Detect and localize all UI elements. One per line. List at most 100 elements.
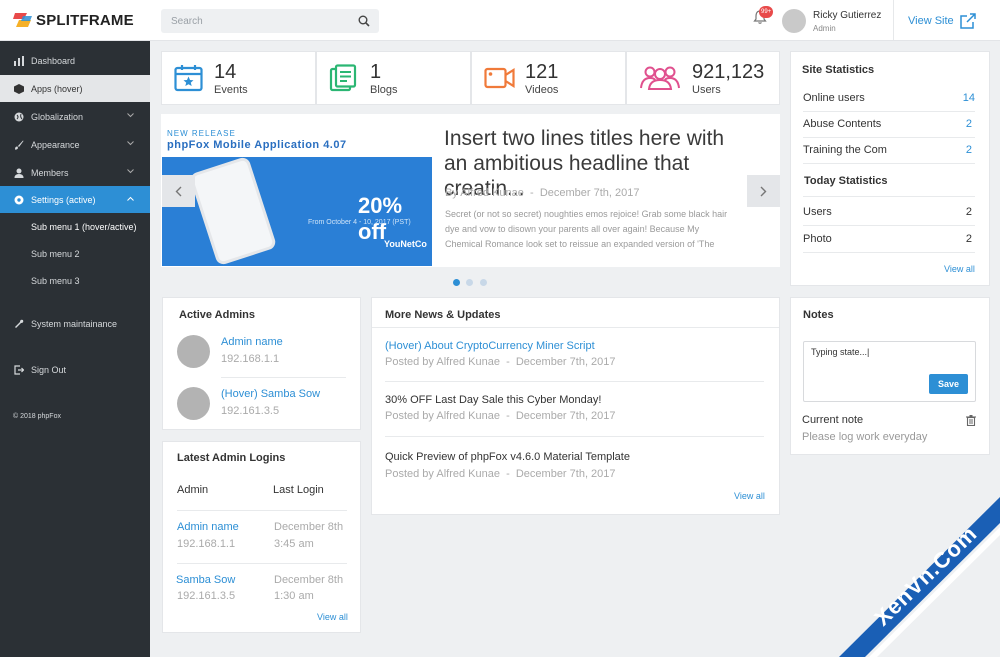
slider-dot[interactable] xyxy=(480,279,487,286)
login-date: December 8th xyxy=(274,521,344,533)
stat-row-value: 2 xyxy=(965,206,972,218)
divider xyxy=(177,510,347,511)
admin-name-link[interactable]: Admin name xyxy=(221,336,283,348)
column-header-admin: Admin xyxy=(177,484,209,496)
slider-dot[interactable] xyxy=(466,279,473,286)
video-icon xyxy=(484,67,515,89)
sidebar-subitem-3[interactable]: Sub menu 3 xyxy=(0,267,150,294)
user-avatar[interactable] xyxy=(782,9,806,33)
slide-image-title: phpFox Mobile Application 4.07 xyxy=(167,139,347,151)
latest-logins-view-all-link[interactable]: View all xyxy=(317,612,348,622)
user-name[interactable]: Ricky Gutierrez xyxy=(813,10,882,21)
sidebar-item-label: Apps (hover) xyxy=(31,84,83,94)
stat-card-users[interactable]: 921,123 Users xyxy=(626,51,780,105)
sign-out-icon xyxy=(14,365,24,375)
stat-row-label: Abuse Contents xyxy=(803,118,882,130)
stat-row-label: Photo xyxy=(803,233,832,245)
members-icon xyxy=(14,168,24,178)
stat-card-blogs[interactable]: 1 Blogs xyxy=(316,51,471,105)
login-admin-link[interactable]: Admin name xyxy=(177,521,239,533)
search-bar xyxy=(161,9,379,33)
avatar[interactable] xyxy=(177,335,210,368)
slide-image-tag: NEW RELEASE xyxy=(167,129,236,138)
divider xyxy=(803,137,975,138)
avatar[interactable] xyxy=(177,387,210,420)
stat-value: 121 xyxy=(525,61,559,83)
globe-icon xyxy=(14,112,24,122)
slider-prev-button[interactable] xyxy=(162,175,195,207)
notes-box xyxy=(803,341,976,402)
slide-title[interactable]: Insert two lines titles here with an amb… xyxy=(444,127,725,200)
login-date: December 8th xyxy=(274,574,344,586)
today-statistics-title: Today Statistics xyxy=(804,175,888,187)
slide-date: December 7th, 2017 xyxy=(539,187,640,199)
sidebar-item-dashboard[interactable]: Dashboard xyxy=(0,47,150,74)
sidebar-item-label: Members xyxy=(31,168,69,178)
divider xyxy=(385,381,764,382)
logo-icon xyxy=(13,11,33,29)
site-statistics-view-all-link[interactable]: View all xyxy=(944,264,975,274)
sidebar-subitem-1[interactable]: Sub menu 1 (hover/active) xyxy=(0,213,150,240)
admin-ip: 192.161.3.5 xyxy=(221,405,280,417)
top-bar: SPLITFRAME 99+ Ricky Gutierrez Admin Vie… xyxy=(0,0,1000,41)
sidebar-item-appearance[interactable]: Appearance xyxy=(0,131,150,158)
divider xyxy=(803,225,975,226)
latest-logins-panel xyxy=(162,441,361,633)
sidebar-item-maintenance[interactable]: System maintainance xyxy=(0,310,150,337)
admin-name-link[interactable]: (Hover) Samba Sow xyxy=(221,388,321,400)
sidebar-item-members[interactable]: Members xyxy=(0,159,150,186)
sidebar: Dashboard Apps (hover) Globalization App… xyxy=(0,41,150,657)
stat-row-value[interactable]: 2 xyxy=(965,144,972,156)
slider-dot[interactable] xyxy=(453,279,460,286)
save-note-button[interactable]: Save xyxy=(929,374,968,394)
slide-image-offer-dates: From October 4 - 10, 2017 (PST) xyxy=(308,219,411,226)
slide-author[interactable]: Alfred Kunae xyxy=(460,187,524,199)
notes-title: Notes xyxy=(803,309,834,321)
site-statistics-title: Site Statistics xyxy=(802,64,875,76)
login-time: 1:30 am xyxy=(274,590,314,602)
watermark-text: XenVn.Com xyxy=(869,520,982,631)
trash-icon[interactable] xyxy=(966,415,976,426)
login-ip: 192.161.3.5 xyxy=(177,590,236,602)
sidebar-subitem-2[interactable]: Sub menu 2 xyxy=(0,240,150,267)
search-icon[interactable] xyxy=(358,15,370,27)
slide-image[interactable]: NEW RELEASE phpFox Mobile Application 4.… xyxy=(162,121,432,266)
slide-image-offer: 20% off xyxy=(358,193,403,244)
slide-excerpt: Secret (or not so secret) noughties emos… xyxy=(445,209,728,249)
news-title: More News & Updates xyxy=(385,309,501,321)
stat-label: Blogs xyxy=(370,84,398,96)
stat-card-events[interactable]: 14 Events xyxy=(161,51,316,105)
divider xyxy=(803,252,975,253)
external-link-icon[interactable] xyxy=(959,12,977,30)
slider-next-button[interactable] xyxy=(747,175,780,207)
news-item-link[interactable]: Quick Preview of phpFox v4.6.0 Material … xyxy=(385,451,630,463)
stat-value: 1 xyxy=(370,61,382,83)
current-note-label: Current note xyxy=(802,414,864,426)
stat-row-value[interactable]: 14 xyxy=(962,92,975,104)
view-site-link[interactable]: View Site xyxy=(908,15,954,27)
news-item-link[interactable]: (Hover) About CryptoCurrency Miner Scrip… xyxy=(385,340,595,352)
stat-card-videos[interactable]: 121 Videos xyxy=(471,51,626,105)
sidebar-item-settings[interactable]: Settings (active) xyxy=(0,186,150,213)
stat-row-value: 2 xyxy=(965,233,972,245)
news-panel xyxy=(371,297,780,515)
sidebar-item-sign-out[interactable]: Sign Out xyxy=(0,356,150,383)
notes-input[interactable] xyxy=(811,347,969,369)
search-input[interactable] xyxy=(171,15,351,27)
stat-row-value[interactable]: 2 xyxy=(965,118,972,130)
login-ip: 192.168.1.1 xyxy=(177,538,236,550)
news-item-meta: Posted by Alfred Kunae - December 7th, 2… xyxy=(385,468,616,480)
sidebar-item-apps[interactable]: Apps (hover) xyxy=(0,75,150,102)
news-view-all-link[interactable]: View all xyxy=(734,491,765,501)
calendar-star-icon xyxy=(174,64,203,92)
slide-image-header xyxy=(162,121,432,157)
news-item-link[interactable]: 30% OFF Last Day Sale this Cyber Monday! xyxy=(385,394,602,406)
stat-row-label: Users xyxy=(803,206,832,218)
notification-badge: 99+ xyxy=(759,6,774,18)
settings-icon xyxy=(14,195,24,205)
chevron-down-icon xyxy=(127,169,134,174)
latest-logins-title: Latest Admin Logins xyxy=(177,452,286,464)
login-admin-link[interactable]: Samba Sow xyxy=(176,574,236,586)
sidebar-item-globalization[interactable]: Globalization xyxy=(0,103,150,130)
logo[interactable]: SPLITFRAME xyxy=(13,11,134,29)
